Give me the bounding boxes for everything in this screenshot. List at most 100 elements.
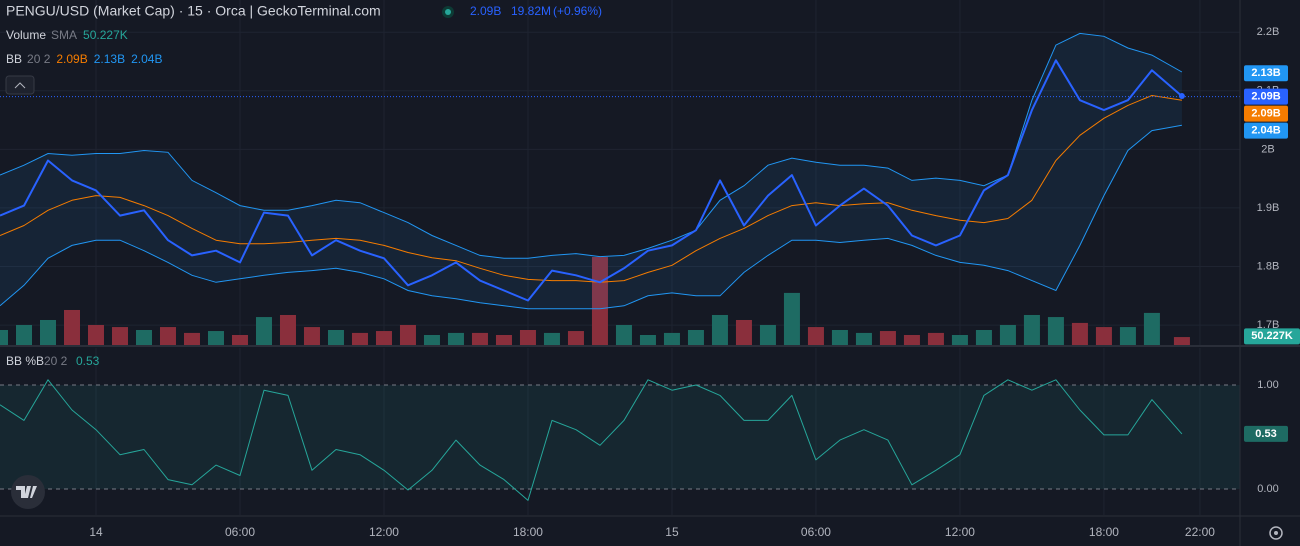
volume-bar bbox=[735, 319, 752, 345]
price-tag bbox=[1244, 122, 1288, 139]
grid-layer bbox=[0, 0, 1240, 515]
indicator-value: 2.04B bbox=[131, 52, 162, 66]
volume-bar bbox=[303, 327, 320, 345]
x-tick-label: 18:00 bbox=[1089, 525, 1119, 539]
price-tag bbox=[1244, 88, 1288, 105]
volume-bar bbox=[39, 319, 56, 345]
volume-bar bbox=[567, 331, 584, 345]
x-tick-label: 14 bbox=[89, 525, 103, 539]
volume-bar bbox=[999, 324, 1016, 345]
x-tick-label: 22:00 bbox=[1185, 525, 1215, 539]
volume-bar bbox=[687, 329, 704, 345]
volume-bar bbox=[495, 334, 512, 345]
last-value: 2.09B bbox=[470, 4, 501, 18]
price-tag bbox=[1244, 425, 1288, 442]
x-tick-label: 15 bbox=[665, 525, 679, 539]
volume-bar bbox=[831, 329, 848, 345]
x-tick-label: 18:00 bbox=[513, 525, 543, 539]
volume-bar bbox=[615, 324, 632, 345]
volume-bar bbox=[855, 332, 872, 345]
band-fill bbox=[0, 33, 1182, 309]
volume-bar bbox=[0, 329, 8, 345]
band-upper bbox=[0, 32, 1183, 259]
volume-bar bbox=[63, 309, 80, 345]
price-tag-label: 2.09B bbox=[1251, 91, 1280, 103]
volume-bar bbox=[879, 331, 896, 345]
x-tick-label: 06:00 bbox=[225, 525, 255, 539]
last-point bbox=[1178, 93, 1185, 100]
volume-bar bbox=[543, 332, 560, 345]
volume-bar bbox=[279, 314, 296, 345]
price-tag bbox=[1244, 65, 1288, 82]
settings-icon-dot bbox=[1274, 531, 1278, 535]
volume-bar bbox=[111, 327, 128, 345]
volume-bar bbox=[231, 334, 248, 345]
range-fill bbox=[0, 385, 1240, 490]
volume-bar bbox=[1071, 322, 1088, 345]
x-tick-label: 06:00 bbox=[801, 525, 831, 539]
volume-bar bbox=[807, 327, 824, 345]
change: 19.82M bbox=[511, 4, 551, 18]
volume-bar bbox=[1095, 327, 1112, 345]
volume-bar bbox=[135, 329, 152, 345]
y-tick-label: 2B bbox=[1261, 143, 1274, 155]
volume-bar bbox=[759, 324, 776, 345]
volume-bar bbox=[15, 324, 32, 345]
volume-bar bbox=[975, 329, 992, 345]
price-tag-label: 2.13B bbox=[1251, 67, 1280, 79]
volume-bar bbox=[399, 324, 416, 345]
volume-bar bbox=[1047, 317, 1064, 345]
indicator-params: SMA bbox=[51, 28, 77, 42]
volume-bar bbox=[255, 317, 272, 345]
volume-bar bbox=[423, 334, 440, 345]
collapse-button[interactable] bbox=[5, 75, 35, 95]
volume-bar bbox=[1173, 337, 1190, 345]
y-tick-label: 1.8B bbox=[1257, 260, 1280, 272]
line bbox=[0, 59, 1183, 302]
indicator-name: BB bbox=[6, 52, 22, 66]
y-tick-label: 1.9B bbox=[1257, 202, 1280, 214]
chart-title: PENGU/USD (Market Cap) · 15 · Orca | Gec… bbox=[6, 3, 381, 19]
line bbox=[0, 95, 1182, 283]
price-tag-label: 0.53 bbox=[1255, 428, 1276, 440]
volume-bar bbox=[951, 334, 968, 345]
volume-bar bbox=[1023, 314, 1040, 345]
volume-bar bbox=[447, 332, 464, 345]
x-tick-label: 12:00 bbox=[945, 525, 975, 539]
volume-bar bbox=[207, 331, 224, 345]
volume-bar bbox=[375, 331, 392, 345]
y-tick-label: 0.00 bbox=[1257, 483, 1278, 495]
collapse-icon bbox=[14, 82, 26, 89]
volume-bar bbox=[351, 332, 368, 345]
price-tag bbox=[1244, 328, 1300, 345]
volume-bar bbox=[783, 292, 800, 345]
y-tick-label: 1.7B bbox=[1257, 319, 1280, 331]
indicator-params: 20 2 bbox=[27, 52, 51, 66]
line bbox=[0, 379, 1183, 501]
indicator-value: 2.09B bbox=[56, 52, 87, 66]
volume-bar bbox=[711, 314, 728, 345]
indicator-name: Volume bbox=[6, 28, 46, 42]
volume-bar bbox=[471, 332, 488, 345]
volume-bar bbox=[639, 334, 656, 345]
data-layer bbox=[0, 32, 1240, 501]
volume-bar bbox=[327, 329, 344, 345]
y-tick-label: 1.00 bbox=[1257, 379, 1278, 391]
volume-bar bbox=[663, 332, 680, 345]
volume-bar bbox=[903, 334, 920, 345]
indicator-value: 0.53 bbox=[76, 354, 100, 368]
settings-icon[interactable] bbox=[1269, 526, 1283, 540]
band-lower bbox=[0, 124, 1182, 310]
status-dot-inner bbox=[445, 9, 451, 15]
volume-bar bbox=[1119, 327, 1136, 345]
indicator-value: 50.227K bbox=[83, 28, 128, 42]
change-pct: (+0.96%) bbox=[553, 4, 602, 18]
volume-bar bbox=[183, 332, 200, 345]
volume-bar bbox=[87, 324, 104, 345]
volume-bar bbox=[159, 327, 176, 345]
indicator-params: 20 2 bbox=[44, 354, 68, 368]
x-tick-label: 12:00 bbox=[369, 525, 399, 539]
price-tag-label: 50.227K bbox=[1251, 330, 1293, 342]
